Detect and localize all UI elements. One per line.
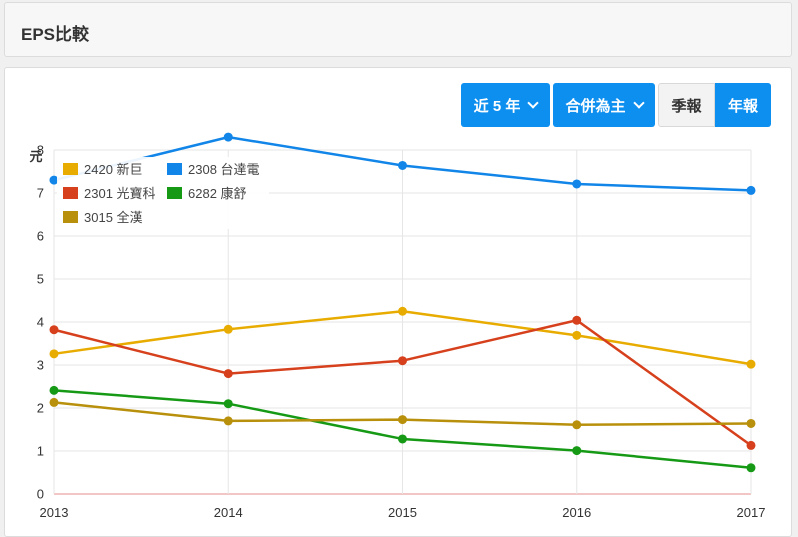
x-tick-label: 2015 [388,505,417,520]
x-tick-label: 2013 [40,505,69,520]
y-tick-label: 3 [37,358,44,373]
data-point [572,179,582,189]
data-point [746,359,756,369]
x-tick-label: 2014 [214,505,243,520]
data-point [398,434,407,444]
data-point [398,306,407,316]
y-tick-label: 8 [37,143,44,158]
annual-button-label: 年報 [727,97,758,115]
data-point [49,349,59,359]
y-tick-label: 2 [37,401,44,416]
data-point [572,446,582,456]
annual-button[interactable]: 年報 [715,83,771,127]
y-axis-label: 元 [29,149,42,164]
y-tick-label: 6 [37,229,44,244]
legend-swatch [167,163,182,175]
legend-label: 2308 台達電 [188,162,260,177]
y-tick-label: 5 [37,272,44,287]
y-tick-label: 0 [37,487,44,502]
legend-label: 2301 光寶科 [84,186,156,201]
legend-label: 3015 全漢 [84,210,143,225]
legend-label: 2420 新巨 [84,162,143,177]
legend-swatch [63,211,78,223]
quarterly-button-label: 季報 [671,97,702,115]
data-point [223,132,233,142]
period-dropdown-label: 近 5 年 [473,97,521,115]
y-tick-label: 7 [37,186,44,201]
y-tick-label: 4 [37,315,44,330]
legend-swatch [63,163,78,175]
data-point [49,385,59,395]
data-point [49,325,59,335]
data-point [572,330,582,340]
data-point [398,356,407,366]
data-point [49,175,59,185]
data-point [223,416,233,426]
data-point [572,315,582,325]
page-title: EPS比較 [21,25,90,44]
quarterly-button[interactable]: 季報 [658,83,715,127]
data-point [223,369,233,379]
data-point [746,185,756,195]
data-point [572,420,582,430]
data-point [398,415,407,425]
basis-dropdown[interactable]: 合併為主 [553,83,655,127]
data-point [49,397,59,407]
period-dropdown[interactable]: 近 5 年 [461,83,550,127]
x-tick-label: 2016 [562,505,591,520]
data-point [746,463,756,473]
data-point [223,399,233,409]
legend-swatch [167,187,182,199]
x-tick-label: 2017 [737,505,766,520]
legend-swatch [63,187,78,199]
data-point [223,324,233,334]
data-point [746,418,756,428]
y-tick-label: 1 [37,444,44,459]
legend-box [57,157,269,229]
header-card [4,2,792,57]
basis-dropdown-label: 合併為主 [565,97,626,115]
legend-label: 6282 康舒 [188,186,247,201]
data-point [398,160,407,170]
data-point [746,440,756,450]
